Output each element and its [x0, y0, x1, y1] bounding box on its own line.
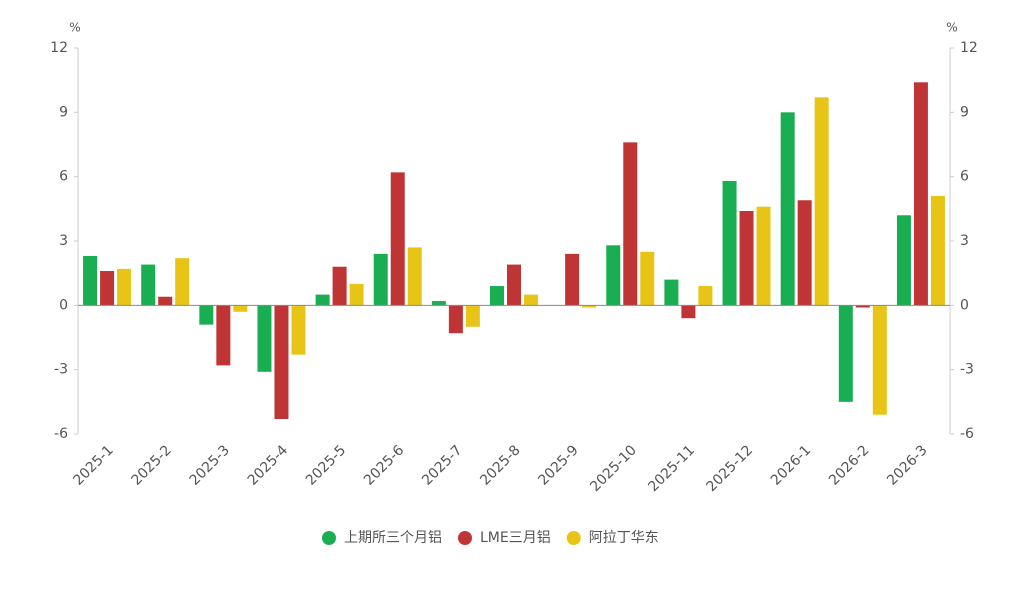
x-tick-label: 2025-1	[70, 442, 116, 488]
x-tick-label: 2025-4	[245, 442, 291, 488]
legend-marker	[322, 531, 336, 545]
legend-label: 阿拉丁华东	[589, 530, 659, 546]
y2-tick-label: 3	[960, 233, 969, 249]
y2-tick-label: -6	[960, 426, 974, 442]
bar	[565, 253, 580, 306]
legend-label: 上期所三个月铝	[344, 530, 442, 546]
x-tick-label: 2025-8	[477, 442, 523, 488]
y2-tick-label: 12	[960, 40, 978, 56]
bar	[814, 97, 829, 306]
y-tick-label: 12	[50, 40, 68, 56]
bar	[216, 305, 231, 366]
y-tick-label: 0	[59, 297, 68, 313]
y-tick-label: 6	[59, 169, 68, 185]
bar	[100, 271, 115, 306]
bar	[332, 266, 347, 306]
bar	[431, 301, 446, 306]
y-unit: %	[69, 21, 80, 35]
bar	[175, 258, 190, 306]
bar	[141, 264, 156, 306]
bar	[199, 305, 214, 325]
y-tick-label: 3	[59, 233, 68, 249]
y-tick-label: -3	[54, 362, 68, 378]
bar	[606, 245, 621, 306]
y2-tick-label: 6	[960, 169, 969, 185]
bar	[780, 112, 795, 306]
x-tick-label: 2025-9	[535, 442, 581, 488]
bar	[407, 247, 422, 306]
bar	[739, 210, 754, 306]
bar	[83, 256, 98, 306]
bar	[390, 172, 405, 306]
bar	[465, 305, 480, 327]
y-tick-label: 9	[59, 104, 68, 120]
x-tick-label: 2025-12	[704, 442, 757, 495]
x-tick-label: 2026-1	[768, 442, 814, 488]
x-tick-label: 2025-10	[587, 442, 640, 495]
bar	[640, 251, 655, 306]
bar	[507, 264, 521, 306]
bar	[838, 305, 853, 402]
y-tick-label: -6	[54, 426, 68, 442]
bar	[233, 305, 248, 312]
bar	[855, 305, 870, 308]
x-tick-label: 2026-2	[826, 442, 872, 488]
bar	[291, 305, 306, 355]
bar	[623, 142, 638, 306]
x-tick-label: 2026-3	[884, 442, 930, 488]
bar	[872, 305, 887, 415]
bar	[257, 305, 272, 372]
bar	[698, 286, 713, 306]
legend-marker	[458, 531, 472, 545]
bar	[274, 305, 289, 419]
x-tick-label: 2025-3	[187, 442, 233, 488]
x-tick-label: 2025-11	[645, 442, 698, 495]
y2-tick-label: -3	[960, 362, 974, 378]
bar	[756, 206, 771, 306]
bar	[681, 305, 696, 319]
bar	[913, 82, 928, 306]
bar	[490, 286, 504, 306]
bar	[896, 215, 911, 306]
legend-marker	[566, 531, 581, 545]
bar	[930, 195, 945, 306]
bar	[582, 305, 597, 308]
x-tick-label: 2025-6	[361, 442, 407, 488]
bar	[448, 305, 463, 334]
bar	[373, 253, 388, 306]
y2-unit: %	[946, 21, 957, 35]
x-tick-label: 2025-5	[303, 442, 349, 488]
x-tick-label: 2025-7	[419, 442, 465, 488]
bar	[797, 200, 812, 306]
bar	[117, 268, 132, 306]
bar	[158, 296, 173, 306]
bar	[524, 294, 538, 306]
bar	[722, 180, 737, 306]
bar	[664, 279, 679, 306]
legend-label: LME三月铝	[480, 530, 551, 546]
bar	[349, 283, 364, 306]
bar	[315, 294, 330, 306]
y2-tick-label: 0	[960, 297, 969, 313]
x-tick-label: 2025-2	[128, 442, 174, 488]
y2-tick-label: 9	[960, 104, 969, 120]
